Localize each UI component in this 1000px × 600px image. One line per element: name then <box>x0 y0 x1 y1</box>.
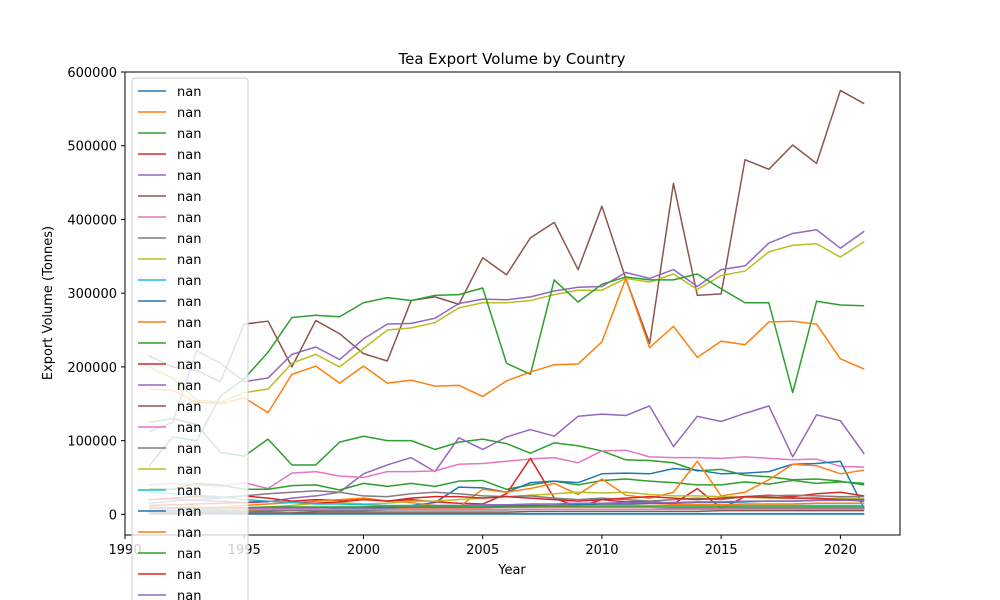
x-tick-label: 2000 <box>347 543 380 558</box>
legend-label: nan <box>177 337 201 352</box>
x-tick-label: 2005 <box>466 543 499 558</box>
legend-label: nan <box>177 316 201 331</box>
plot-area <box>124 71 901 536</box>
legend-label: nan <box>177 148 201 163</box>
series-line-2 <box>148 240 865 404</box>
y-tick-label: 100000 <box>67 435 117 450</box>
legend-label: nan <box>177 421 201 436</box>
x-tick-label: 2020 <box>824 543 857 558</box>
series-line-3 <box>148 229 865 433</box>
legend-label: nan <box>177 190 201 205</box>
legend-label: nan <box>177 379 201 394</box>
y-tick-label: 600000 <box>67 66 117 81</box>
y-axis-title: Export Volume (Tonnes) <box>41 226 56 380</box>
legend-label: nan <box>177 85 201 100</box>
legend-label: nan <box>177 442 201 457</box>
series-line-5 <box>148 273 865 467</box>
legend-label: nan <box>177 568 201 583</box>
series-line-1 <box>148 89 865 383</box>
legend-label: nan <box>177 253 201 268</box>
chart-title: Tea Export Volume by Country <box>398 50 626 68</box>
series-line-4 <box>148 417 865 486</box>
y-axis: 0 100000 200000 300000 400000 500000 600000 <box>67 66 125 523</box>
legend-label: nan <box>177 589 201 600</box>
y-tick-label: 300000 <box>67 287 117 302</box>
legend-label: nan <box>177 484 201 499</box>
legend-label: nan <box>177 505 201 520</box>
y-tick-label: 200000 <box>67 361 117 376</box>
legend-label: nan <box>177 232 201 247</box>
series-line-6 <box>148 277 865 414</box>
series-line-12 <box>148 460 865 510</box>
y-tick-label: 400000 <box>67 213 117 228</box>
legend-label: nan <box>177 274 201 289</box>
y-tick-label: 0 <box>109 508 117 523</box>
legend-label: nan <box>177 295 201 310</box>
legend-label: nan <box>177 526 201 541</box>
series-layer <box>148 89 865 515</box>
legend-label: nan <box>177 547 201 562</box>
x-tick-label: 2015 <box>705 543 738 558</box>
legend-label: nan <box>177 211 201 226</box>
series-line-9 <box>148 478 865 491</box>
y-tick-label: 500000 <box>67 140 117 155</box>
series-line-20 <box>148 506 865 509</box>
legend-label: nan <box>177 127 201 142</box>
legend-label: nan <box>177 169 201 184</box>
x-tick-label: 2010 <box>585 543 618 558</box>
legend-label: nan <box>177 463 201 478</box>
x-axis-title: Year <box>497 563 526 578</box>
legend-label: nan <box>177 358 201 373</box>
plot-frame <box>124 71 901 536</box>
legend: nan nan nan nan nan nan nan nan nan nan nan nan nan n… <box>131 77 249 600</box>
legend-label: nan <box>177 106 201 121</box>
legend-label: nan <box>177 400 201 415</box>
